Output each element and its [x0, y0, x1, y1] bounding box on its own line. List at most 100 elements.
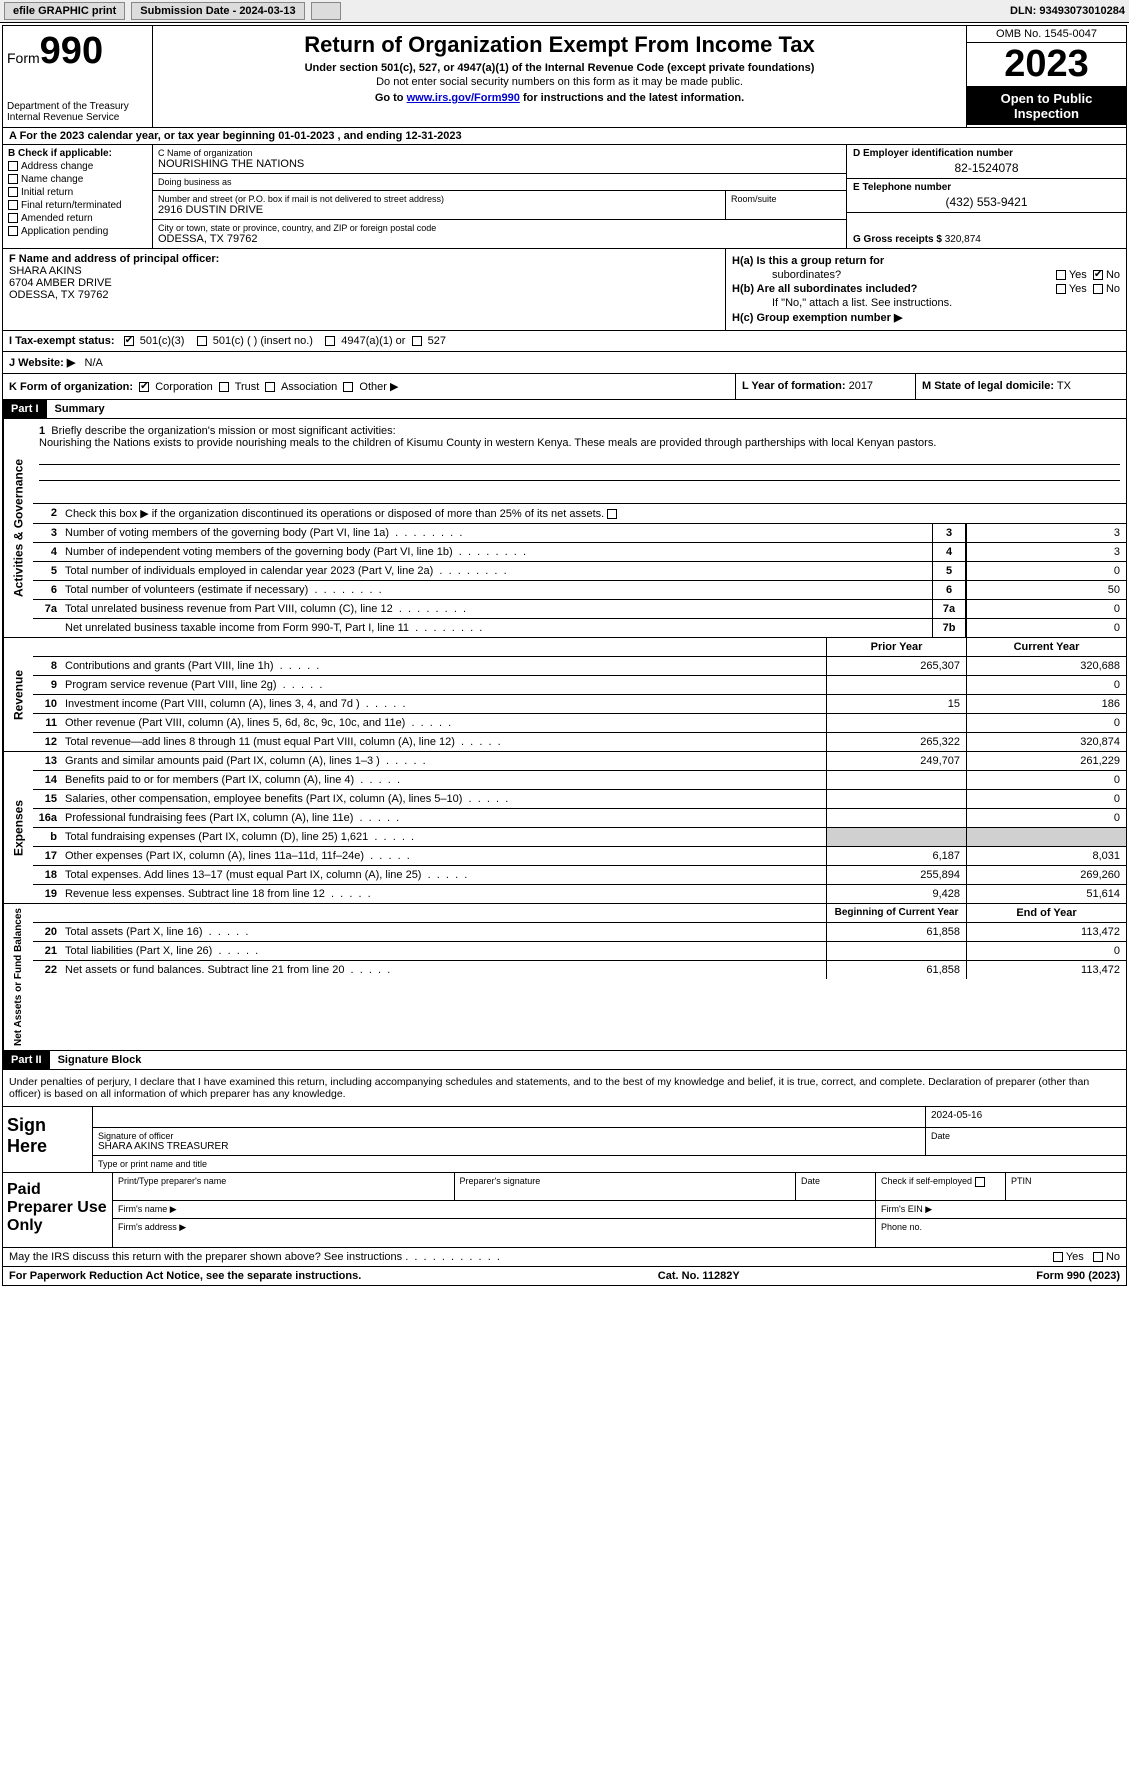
check-527[interactable] [412, 336, 422, 346]
line-prior [826, 828, 966, 846]
line-num: 6 [33, 581, 61, 599]
efile-print-button[interactable]: efile GRAPHIC print [4, 2, 125, 20]
check-4947[interactable] [325, 336, 335, 346]
line-value: 0 [966, 619, 1126, 637]
city-label: City or town, state or province, country… [158, 223, 841, 233]
form-org-label: K Form of organization: [9, 381, 133, 393]
line-current: 0 [966, 790, 1126, 808]
side-governance: Activities & Governance [3, 419, 33, 637]
firm-addr-label: Firm's address ▶ [118, 1222, 186, 1232]
check-501c[interactable] [197, 336, 207, 346]
footer-left: For Paperwork Reduction Act Notice, see … [9, 1270, 361, 1282]
line-num: b [33, 828, 61, 846]
label-other: Other ▶ [359, 381, 398, 393]
line-prior [826, 809, 966, 827]
part2-badge: Part II [3, 1051, 50, 1069]
summary-line: Net unrelated business taxable income fr… [33, 619, 1126, 637]
summary-line: 13Grants and similar amounts paid (Part … [33, 752, 1126, 771]
check-other[interactable] [343, 382, 353, 392]
label-527: 527 [428, 335, 446, 347]
hb-label: H(b) Are all subordinates included? [732, 283, 917, 295]
line-desc: Program service revenue (Part VIII, line… [61, 676, 826, 694]
year-formation-label: L Year of formation: [742, 380, 846, 392]
line-prior: 265,307 [826, 657, 966, 675]
line-desc: Contributions and grants (Part VIII, lin… [61, 657, 826, 675]
line-desc: Total number of individuals employed in … [61, 562, 932, 580]
form-title: Return of Organization Exempt From Incom… [159, 32, 960, 58]
check-trust[interactable] [219, 382, 229, 392]
box-de: D Employer identification number 82-1524… [846, 145, 1126, 248]
check-amended-return[interactable] [8, 213, 18, 223]
line-num: 14 [33, 771, 61, 789]
form-note: Do not enter social security numbers on … [159, 76, 960, 88]
line-value: 0 [966, 600, 1126, 618]
line-prior [826, 790, 966, 808]
check-association[interactable] [265, 382, 275, 392]
line-num: 22 [33, 961, 61, 979]
street-label: Number and street (or P.O. box if mail i… [158, 194, 720, 204]
blank-button[interactable] [311, 2, 341, 20]
ptin-label: PTIN [1011, 1176, 1121, 1186]
sign-date-value: 2024-05-16 [931, 1110, 1121, 1124]
check-name-change[interactable] [8, 174, 18, 184]
line-value: 0 [966, 562, 1126, 580]
gross-receipts-label: G Gross receipts $ [853, 234, 942, 245]
ha-no-check[interactable] [1093, 270, 1103, 280]
sig-officer-label: Signature of officer [98, 1131, 920, 1141]
hb-yes-check[interactable] [1056, 284, 1066, 294]
check-discontinued[interactable] [607, 509, 617, 519]
officer-signed-name: SHARA AKINS TREASURER [98, 1141, 920, 1152]
label-4947: 4947(a)(1) or [341, 335, 405, 347]
summary-line: 11Other revenue (Part VIII, column (A), … [33, 714, 1126, 733]
discuss-yes-check[interactable] [1053, 1252, 1063, 1262]
line-value: 3 [966, 524, 1126, 542]
check-final-return[interactable] [8, 200, 18, 210]
sign-here-block: Sign Here 2024-05-16 Signature of office… [3, 1107, 1126, 1173]
line-num: 16a [33, 809, 61, 827]
check-501c3[interactable] [124, 336, 134, 346]
discuss-no-check[interactable] [1093, 1252, 1103, 1262]
hb-note: If "No," attach a list. See instructions… [732, 297, 952, 309]
date-label: Date [931, 1131, 1121, 1141]
box-h: H(a) Is this a group return for subordin… [726, 249, 1126, 330]
check-initial-return[interactable] [8, 187, 18, 197]
check-application-pending[interactable] [8, 226, 18, 236]
irs-link[interactable]: www.irs.gov/Form990 [407, 92, 520, 104]
label-501c: 501(c) ( ) (insert no.) [213, 335, 313, 347]
phone-value: (432) 553-9421 [853, 195, 1120, 209]
firm-name-label: Firm's name ▶ [118, 1204, 177, 1214]
label-application-pending: Application pending [21, 226, 108, 237]
summary-line: 14Benefits paid to or for members (Part … [33, 771, 1126, 790]
line-box: 3 [932, 524, 966, 542]
submission-date-button[interactable]: Submission Date - 2024-03-13 [131, 2, 304, 20]
hc-label: H(c) Group exemption number ▶ [732, 312, 902, 324]
line-num: 17 [33, 847, 61, 865]
row-fh: F Name and address of principal officer:… [3, 249, 1126, 331]
part1-badge: Part I [3, 400, 47, 418]
line-desc: Other expenses (Part IX, column (A), lin… [61, 847, 826, 865]
line-current: 0 [966, 809, 1126, 827]
current-year-header: Current Year [966, 638, 1126, 656]
box-b: B Check if applicable: Address change Na… [3, 145, 153, 248]
line-prior: 265,322 [826, 733, 966, 751]
check-address-change[interactable] [8, 161, 18, 171]
omb-number: OMB No. 1545-0047 [967, 26, 1126, 43]
line-desc: Other revenue (Part VIII, column (A), li… [61, 714, 826, 732]
ha-yes-check[interactable] [1056, 270, 1066, 280]
hb-no-check[interactable] [1093, 284, 1103, 294]
ha-label2: subordinates? [732, 269, 841, 281]
line-current: 113,472 [966, 961, 1126, 979]
check-self-employed[interactable] [975, 1177, 985, 1187]
line-box: 5 [932, 562, 966, 580]
check-corporation[interactable] [139, 382, 149, 392]
officer-label: F Name and address of principal officer: [9, 253, 719, 265]
website-value: N/A [85, 357, 103, 369]
line-num: 8 [33, 657, 61, 675]
form-label: Form [7, 50, 40, 66]
box-b-label: B Check if applicable: [8, 148, 147, 159]
line-desc: Net assets or fund balances. Subtract li… [61, 961, 826, 979]
line-current: 320,874 [966, 733, 1126, 751]
side-revenue: Revenue [3, 638, 33, 751]
summary-line: 17Other expenses (Part IX, column (A), l… [33, 847, 1126, 866]
part1-header-row: Part I Summary [3, 400, 1126, 419]
